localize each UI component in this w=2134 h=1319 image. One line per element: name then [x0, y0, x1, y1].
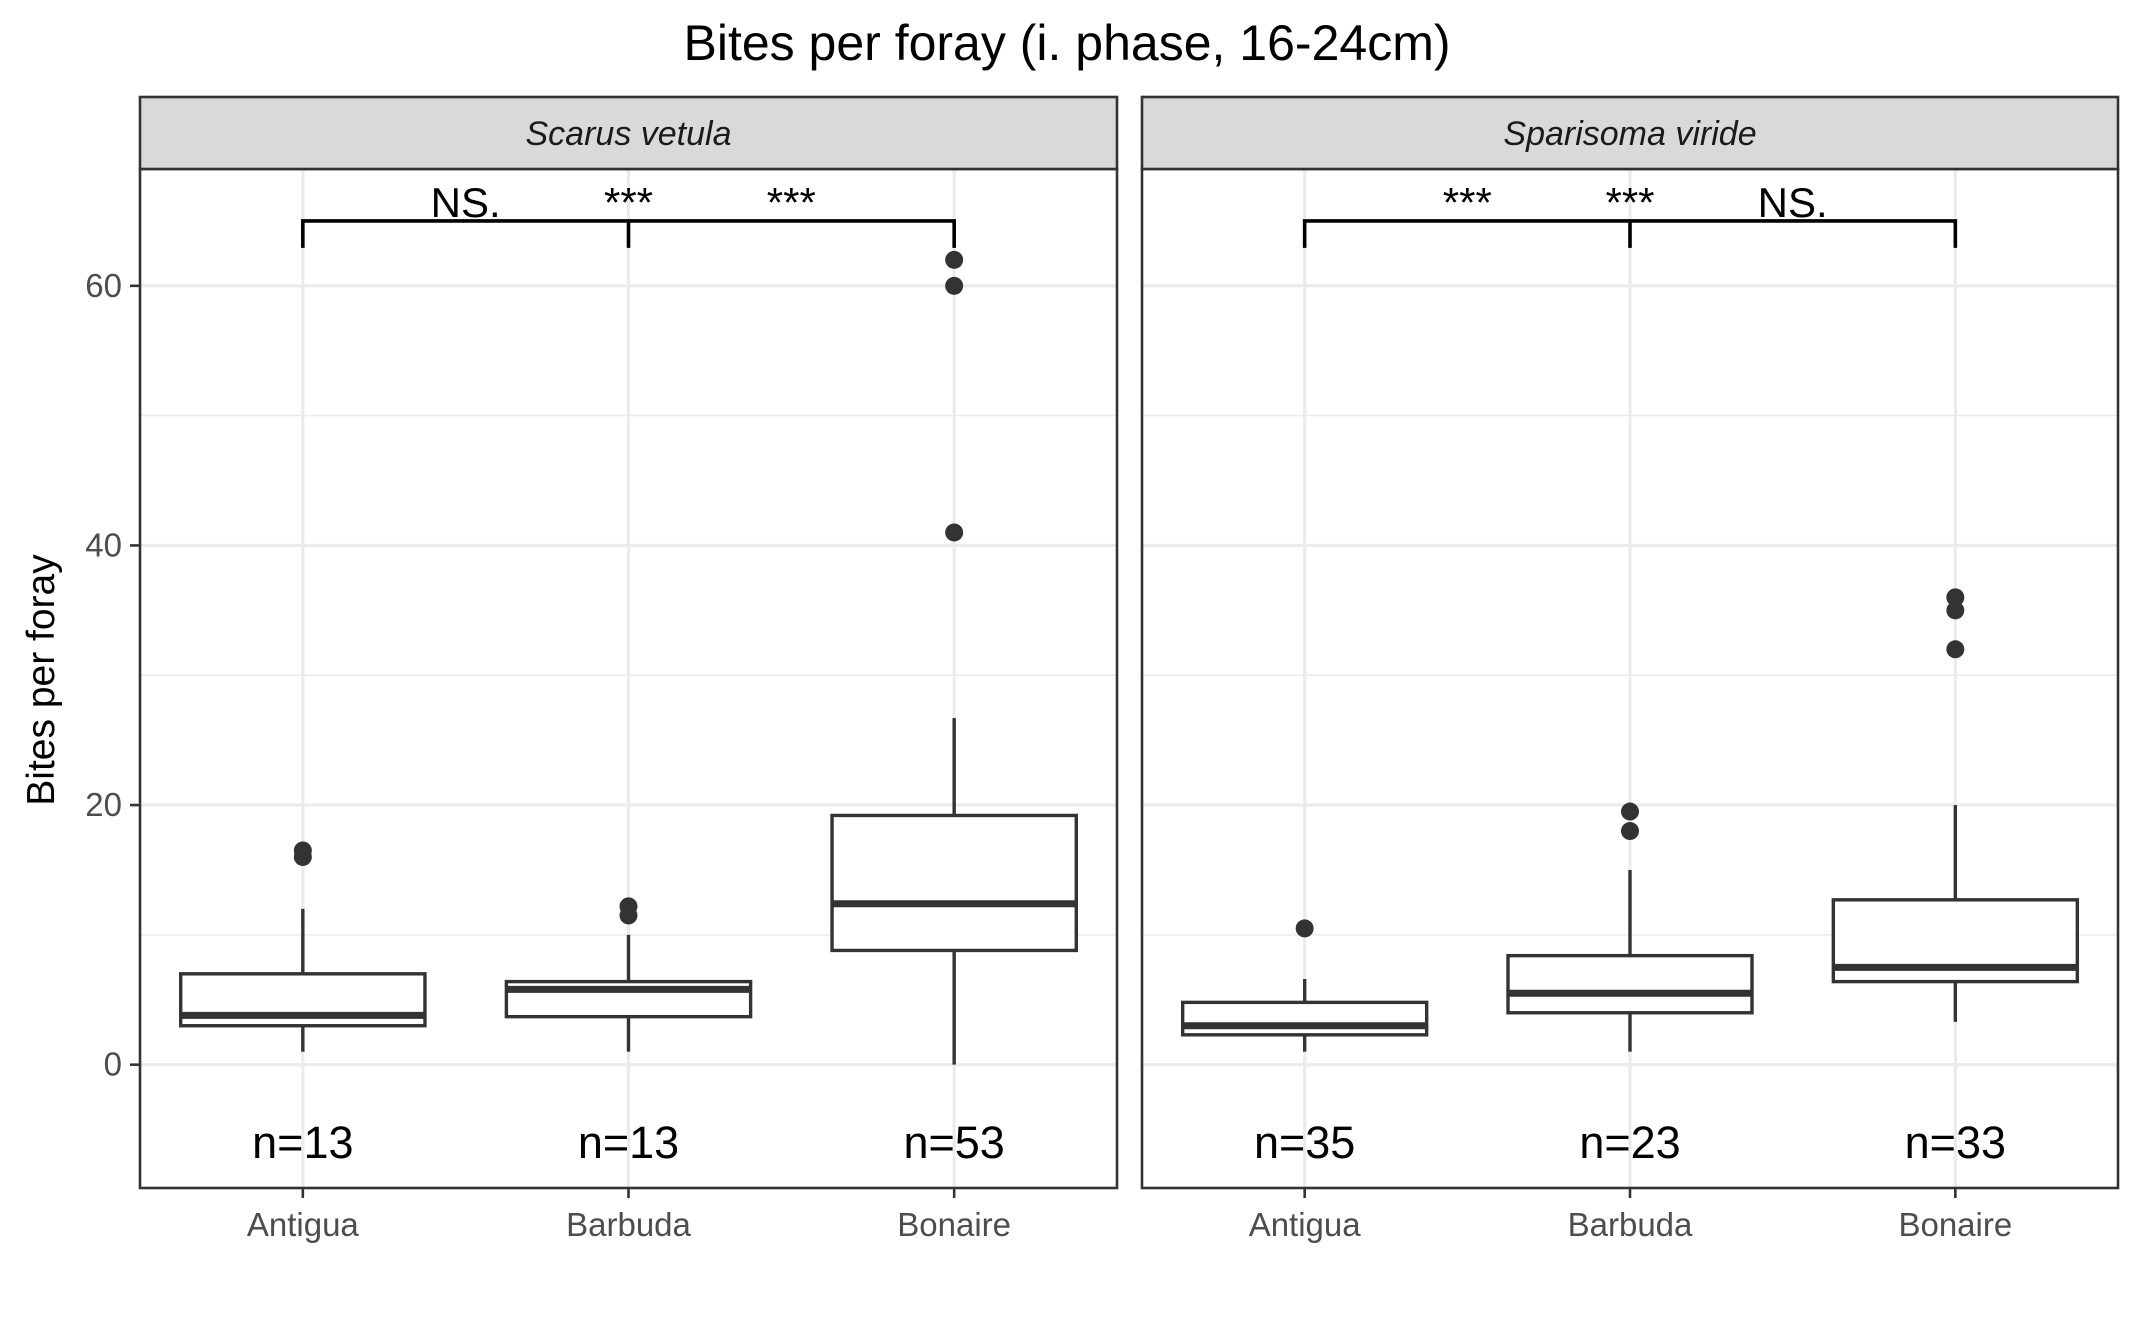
box-group-antigua	[179, 841, 427, 1052]
outlier-point	[1946, 588, 1965, 607]
box-group-barbuda	[1506, 802, 1754, 1052]
significance-bracket	[301, 219, 956, 248]
outlier-point	[1621, 822, 1639, 841]
box-group-bonaire	[830, 250, 1078, 1065]
facet-strip-label: Sparisoma viride	[1503, 115, 1756, 153]
outlier-point	[1295, 919, 1314, 938]
x-tick-label: Bonaire	[897, 1206, 1011, 1243]
sample-size-label: n=23	[1579, 1117, 1680, 1168]
significance-bracket	[1302, 219, 1958, 248]
iqr-box	[1506, 953, 1754, 1015]
x-tick-label: Antigua	[247, 1206, 360, 1243]
iqr-box	[1180, 1000, 1429, 1037]
sample-size-label: n=13	[578, 1117, 679, 1168]
significance-label: NS.	[431, 179, 501, 226]
outlier-point	[619, 897, 638, 916]
y-axis-label: Bites per foray	[20, 554, 63, 806]
sample-size-label: n=13	[252, 1117, 353, 1168]
chart-title: Bites per foray (i. phase, 16-24cm)	[684, 15, 1451, 71]
box-group-bonaire	[1831, 588, 2080, 1022]
facet-panel: n=13 n=13 n=53 NS. *** *** Scarus vetula Antigu…	[85, 95, 1119, 1243]
facet-strip	[1140, 95, 2120, 171]
significance-label: ***	[1605, 179, 1654, 226]
sample-size-label: n=53	[903, 1117, 1004, 1168]
outlier-point	[1946, 601, 1965, 620]
facet-panels: n=13 n=13 n=53 NS. *** *** Scarus vetula Antigu…	[85, 95, 2120, 1243]
y-tick-label: 60	[85, 267, 122, 304]
y-tick-label: 40	[85, 526, 122, 563]
box-group-barbuda	[504, 897, 753, 1052]
outlier-point	[945, 250, 964, 269]
outlier-point	[293, 841, 312, 860]
facet-panel: n=35 n=23 n=33 *** *** NS.Sparisoma viride Ant…	[1140, 95, 2120, 1243]
outlier-point	[1946, 640, 1965, 659]
x-tick-label: Bonaire	[1898, 1206, 2012, 1243]
facet-strip-label: Scarus vetula	[526, 115, 732, 153]
facet-strip	[138, 95, 1119, 171]
y-tick-label: 0	[104, 1046, 122, 1083]
x-tick-label: Barbuda	[566, 1206, 691, 1243]
box-group-antigua	[1180, 919, 1429, 1052]
significance-label: ***	[767, 179, 816, 226]
outlier-point	[945, 276, 964, 295]
outlier-point	[1621, 802, 1639, 821]
significance-label: NS.	[1758, 179, 1828, 226]
significance-label: ***	[1443, 179, 1492, 226]
y-tick-label: 20	[85, 786, 122, 823]
iqr-box	[830, 813, 1078, 953]
sample-size-label: n=35	[1254, 1117, 1355, 1168]
significance-label: ***	[604, 179, 653, 226]
sample-size-label: n=33	[1905, 1117, 2006, 1168]
x-tick-label: Barbuda	[1568, 1206, 1693, 1243]
outlier-point	[945, 523, 964, 542]
x-tick-label: Antigua	[1249, 1206, 1362, 1243]
